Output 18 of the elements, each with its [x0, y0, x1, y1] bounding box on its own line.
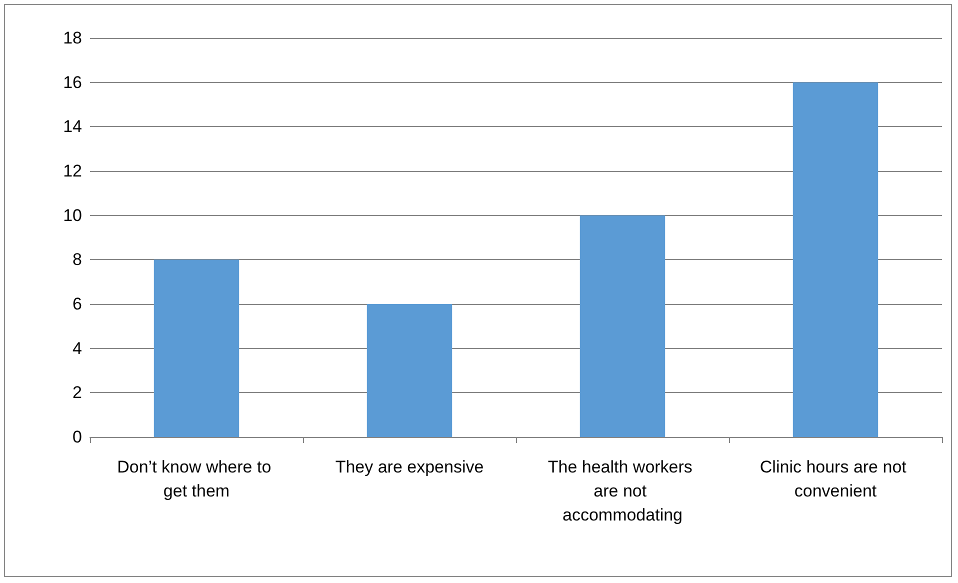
x-tick-label: The health workers are not accommodating [548, 458, 698, 524]
y-tick-label: 6 [72, 294, 82, 314]
bar [792, 82, 878, 437]
y-tick-label: 10 [63, 206, 82, 225]
y-tick-label: 4 [72, 338, 82, 358]
bar [580, 215, 666, 437]
x-tick-label: They are expensive [335, 458, 484, 476]
y-tick-label: 12 [63, 162, 82, 180]
x-tick-label: Clinic hours are not convenient [760, 458, 912, 500]
y-tick-label: 18 [63, 28, 82, 48]
y-tick-label: 0 [72, 428, 82, 446]
y-tick-label: 2 [72, 383, 82, 402]
y-tick-label: 16 [63, 72, 82, 92]
bar [366, 304, 452, 437]
x-tick-label: Don’t know where to get them [117, 458, 276, 500]
y-tick-label: 14 [63, 117, 82, 136]
bar [154, 260, 240, 437]
y-tick-label: 8 [72, 250, 82, 270]
